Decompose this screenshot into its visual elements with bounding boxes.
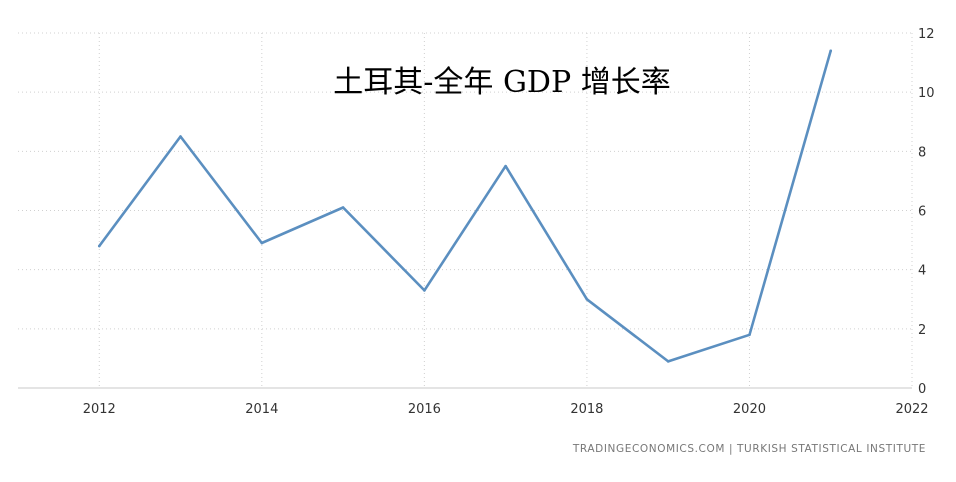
series-line — [98, 49, 833, 363]
y-tick-label: 12 — [918, 27, 935, 42]
data-point — [423, 289, 426, 292]
chart-title: 土耳其-全年 GDP 增长率 — [333, 65, 670, 100]
axes: 0 2 4 6 8 10 12 2012 2014 2016 2018 2020 2022 — [18, 27, 935, 417]
data-point — [748, 333, 751, 337]
x-tick-label: 2022 — [895, 402, 928, 417]
x-tick-label: 2020 — [733, 402, 766, 417]
x-tick-label: 2018 — [570, 402, 603, 417]
data-point — [97, 244, 101, 248]
x-tick-label: 2016 — [408, 402, 441, 417]
data-point — [260, 241, 264, 245]
y-tick-label: 8 — [918, 145, 926, 160]
source-attribution: TRADINGECONOMICS.COM | TURKISH STATISTIC… — [572, 443, 926, 455]
y-tick-label: 10 — [918, 86, 935, 101]
series — [97, 49, 833, 363]
data-point — [585, 297, 589, 301]
y-tick-label: 4 — [918, 264, 926, 279]
data-point — [341, 206, 345, 209]
data-point — [666, 360, 670, 363]
y-tick-label: 6 — [918, 205, 926, 220]
x-tick-label: 2014 — [245, 402, 278, 417]
data-point — [179, 135, 182, 138]
grid — [18, 32, 913, 388]
y-tick-label: 0 — [918, 382, 926, 397]
data-point — [829, 49, 833, 53]
y-tick-label: 2 — [918, 323, 926, 338]
data-point — [504, 164, 507, 168]
x-tick-label: 2012 — [83, 402, 116, 417]
